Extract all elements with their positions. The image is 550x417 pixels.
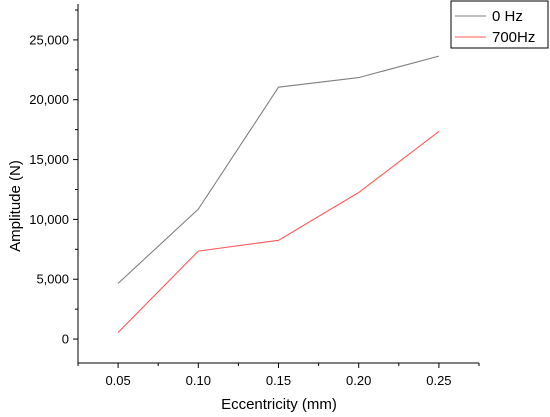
x-axis-label: Eccentricity (mm) — [221, 396, 337, 413]
axes — [77, 4, 479, 364]
legend-label: 700Hz — [492, 29, 535, 46]
y-axis-ticks: 0 5,000 10,000 15,000 20,000 25,000 — [29, 9, 78, 347]
series-line — [117, 130, 440, 333]
x-tick-label: 0.10 — [186, 373, 211, 388]
y-tick-label: 25,000 — [29, 32, 69, 47]
legend-box — [450, 0, 549, 49]
y-tick-label: 0 — [62, 332, 69, 347]
x-tick-label: 0.15 — [266, 373, 291, 388]
legend-label: 0 Hz — [492, 8, 523, 25]
y-axis-label: Amplitude (N) — [7, 160, 24, 252]
x-tick-label: 0.25 — [426, 373, 451, 388]
y-tick-label: 15,000 — [29, 152, 69, 167]
legend: 0 Hz 700Hz — [450, 0, 549, 49]
x-tick-label: 0.20 — [346, 373, 371, 388]
y-tick-label: 10,000 — [29, 212, 69, 227]
series-line — [117, 55, 440, 284]
y-tick-label: 5,000 — [36, 272, 69, 287]
y-tick-label: 20,000 — [29, 92, 69, 107]
x-axis-ticks: 0.05 0.10 0.15 0.20 0.25 — [77, 363, 480, 388]
series-layer — [117, 55, 440, 333]
x-tick-label: 0.05 — [105, 373, 130, 388]
